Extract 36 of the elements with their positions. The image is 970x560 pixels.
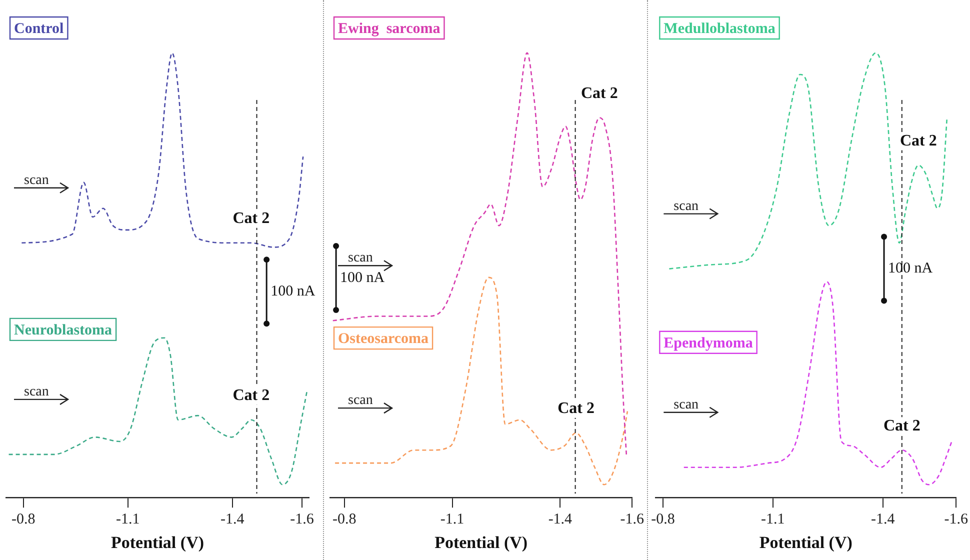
annotation: 100 nA (270, 284, 316, 300)
annotation: Cat 2 (558, 400, 594, 417)
annotation: 100 nA (340, 270, 385, 286)
x-axis-title: Potential (V) (110, 533, 204, 552)
text: Neuroblastoma (14, 322, 113, 338)
x-tick-label: -1.6 (944, 512, 968, 528)
x-tick-label: -0.8 (651, 512, 675, 528)
x-axis-title: Potential (V) (759, 533, 852, 552)
text: Ewing sarcoma (338, 20, 441, 37)
annotation: Cat 2 (580, 84, 618, 102)
annotation: Cat 2 (232, 387, 270, 404)
x-tick-label: -1.4 (870, 512, 896, 528)
text: Osteosarcoma (338, 330, 430, 347)
annotation: Cat 2 (883, 417, 920, 434)
x-tick-label: -1.4 (220, 512, 245, 528)
annotation: 100 nA (888, 260, 933, 277)
x-axis-title: Potential (V) (434, 533, 528, 552)
x-tick-label: -1.4 (548, 512, 573, 528)
annotation: scan (674, 397, 699, 412)
x-tick-label: -1.6 (620, 512, 644, 528)
annotation: scan (674, 198, 699, 214)
x-tick-label: -0.8 (12, 512, 36, 528)
annotation: scan (24, 384, 49, 400)
x-tick-label: -1.6 (290, 512, 314, 528)
annotation: Cat 2 (900, 132, 937, 150)
x-tick-label: -1.1 (761, 512, 785, 528)
x-tick-label: -1.1 (440, 512, 464, 528)
text: Ependymoma (664, 335, 754, 352)
x-tick-label: -0.8 (332, 512, 356, 528)
annotation: scan (348, 250, 373, 266)
text: Medulloblastoma (664, 20, 776, 37)
x-tick-label: -1.1 (116, 512, 140, 528)
annotation: Cat 2 (232, 210, 270, 228)
text: Control (14, 20, 64, 37)
annotation: scan (348, 393, 373, 408)
annotation: scan (24, 172, 49, 188)
